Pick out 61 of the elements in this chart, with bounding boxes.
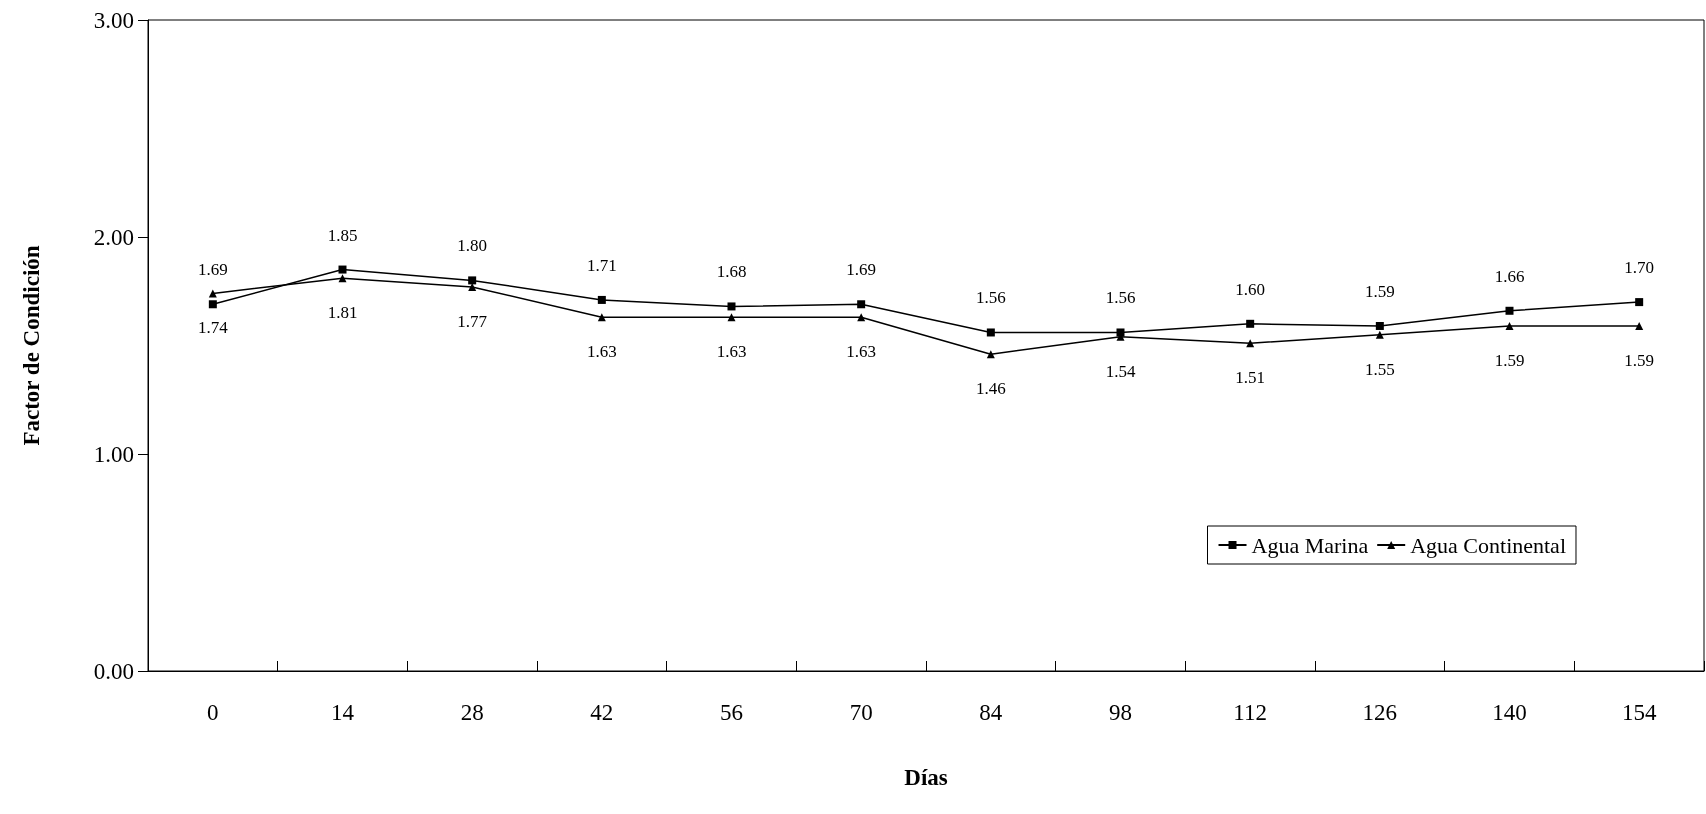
point — [1246, 319, 1255, 328]
x-tick-label: 140 — [1492, 700, 1527, 725]
y-tick-label: 1.00 — [93, 441, 134, 467]
data-label: 1.63 — [716, 342, 747, 362]
data-label: 1.69 — [846, 260, 877, 280]
data-label: 1.80 — [457, 236, 488, 256]
x-tick-label: 0 — [207, 700, 219, 725]
data-label: 1.56 — [975, 288, 1006, 308]
point — [1505, 306, 1514, 315]
y-tick-label: 3.00 — [93, 7, 134, 33]
legend-label: Agua Marina — [1251, 532, 1369, 558]
data-label: 1.63 — [586, 342, 617, 362]
data-label: 1.60 — [1235, 279, 1266, 299]
point — [727, 313, 736, 322]
point — [1375, 321, 1384, 330]
point — [338, 274, 347, 283]
x-axis-title: Días — [904, 765, 948, 790]
x-tick-label: 28 — [460, 700, 484, 725]
legend-label: Agua Continental — [1410, 532, 1567, 558]
x-tick-label: 14 — [331, 700, 355, 725]
point — [727, 302, 736, 311]
data-label: 1.85 — [327, 225, 358, 245]
data-label: 1.51 — [1235, 368, 1266, 388]
data-label: 1.59 — [1494, 350, 1525, 370]
point — [857, 300, 866, 309]
point — [1116, 328, 1125, 337]
point — [986, 328, 995, 337]
data-label: 1.69 — [197, 260, 228, 280]
point — [1375, 330, 1384, 339]
y-axis-title: Factor de Condición — [19, 245, 44, 446]
y-tick-label: 0.00 — [93, 658, 134, 684]
data-label: 1.54 — [1105, 361, 1136, 381]
data-label: 1.59 — [1624, 350, 1655, 370]
data-label: 1.74 — [197, 318, 229, 338]
point — [468, 276, 477, 285]
x-tick-label: 98 — [1109, 700, 1132, 725]
point — [208, 300, 217, 309]
data-label: 1.68 — [716, 262, 747, 282]
x-tick-label: 112 — [1233, 700, 1267, 725]
x-tick-label: 126 — [1362, 700, 1398, 725]
x-tick-label: 56 — [720, 700, 743, 725]
x-tick-label: 42 — [590, 700, 614, 725]
data-label: 1.59 — [1364, 281, 1395, 301]
x-tick-label: 84 — [979, 700, 1003, 725]
x-tick-label: 154 — [1621, 700, 1657, 725]
data-label: 1.46 — [975, 379, 1006, 399]
data-label: 1.71 — [586, 255, 617, 275]
data-label: 1.81 — [327, 303, 358, 323]
data-label: 1.63 — [846, 342, 877, 362]
data-label: 1.56 — [1105, 288, 1136, 308]
point — [1635, 298, 1644, 307]
data-label: 1.77 — [457, 311, 488, 331]
y-tick-label: 2.00 — [93, 224, 134, 250]
point — [338, 265, 347, 274]
data-label: 1.70 — [1624, 258, 1655, 278]
x-tick-label: 70 — [849, 700, 873, 725]
data-label: 1.55 — [1364, 359, 1395, 379]
point — [1505, 321, 1514, 330]
data-label: 1.66 — [1494, 266, 1525, 286]
point — [597, 295, 606, 304]
point — [1635, 321, 1644, 330]
